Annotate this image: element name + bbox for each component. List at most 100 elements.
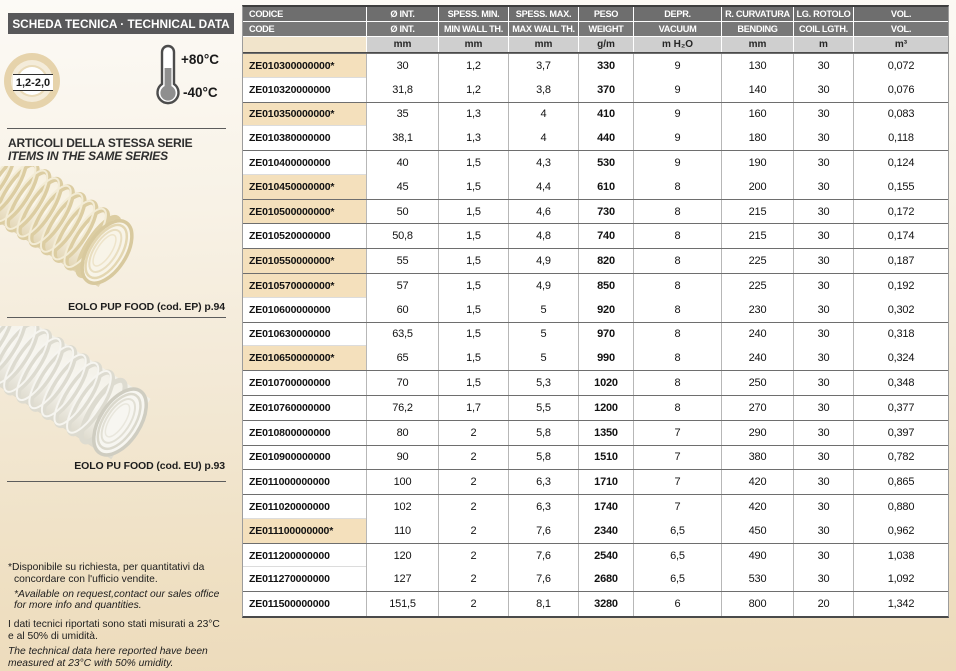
weight-cell: 3280 (578, 592, 633, 616)
footnote-line: *Disponibile su richiesta, per quantitat… (8, 562, 205, 573)
vacuum-cell: 7 (633, 420, 721, 445)
vacuum-cell: 7 (633, 495, 721, 519)
max_wall-cell: 7,6 (508, 543, 578, 568)
weight-cell: 370 (578, 77, 633, 102)
unit-cell-6: mm (721, 37, 793, 52)
max_wall-cell: 4,3 (508, 151, 578, 175)
unit-cell-0 (243, 37, 366, 52)
int_diameter-cell: 50,8 (366, 224, 438, 249)
bending-cell: 160 (721, 102, 793, 127)
code-cell: ZE011500000000 (249, 598, 330, 611)
page-title: SCHEDA TECNICA · TECHNICAL DATA (8, 13, 234, 34)
bending-cell: 190 (721, 151, 793, 175)
bending-cell: 130 (721, 54, 793, 78)
weight-cell: 440 (578, 126, 633, 151)
int_diameter-cell: 60 (366, 297, 438, 322)
table-row: ZE010320000000 31,8 1,2 3,8 370 9 140 30 0,076 (243, 76, 948, 102)
code-cell: ZE011200000000 (249, 549, 330, 562)
vacuum-cell: 6,5 (633, 543, 721, 568)
vol-cell: 0,962 (853, 518, 948, 543)
int_diameter-cell: 76,2 (366, 395, 438, 420)
wall-thickness-value: 1,2-2,0 (15, 76, 51, 89)
footnote-line: for more info and quantities. (14, 600, 142, 612)
code-cell: ZE010550000000* (243, 249, 366, 274)
divider (7, 317, 226, 318)
header-cell-5: DEPR. (633, 7, 721, 21)
vacuum-cell: 8 (633, 371, 721, 395)
min_wall-cell: 1,3 (438, 102, 508, 127)
table-row: ZE010300000000* 30 1,2 3,7 330 9 130 30 0,072 (243, 53, 948, 78)
header-cell-en-3: MAX WALL TH. (508, 22, 578, 36)
code-cell: ZE010570000000* (243, 274, 366, 298)
max_wall-cell: 4,8 (508, 224, 578, 249)
coil-cell: 30 (793, 518, 853, 543)
table-row: ZE010550000000* 55 1,5 4,9 820 8 225 30 0,187 (243, 248, 948, 274)
series-heading-english: ITEMS IN THE SAME SERIES (8, 149, 168, 163)
coil-cell: 30 (793, 77, 853, 102)
max_wall-cell: 5 (508, 346, 578, 371)
table-units-row: mm mm mm g/m m H₂O mm m m³ (243, 36, 948, 52)
unit-cell-4: g/m (578, 37, 633, 52)
min_wall-cell: 1,5 (438, 249, 508, 274)
max_wall-cell: 8,1 (508, 592, 578, 616)
vacuum-cell: 9 (633, 102, 721, 127)
weight-cell: 2680 (578, 567, 633, 592)
table-row: ZE011500000000 151,5 2 8,1 3280 6 800 20 1,342 (243, 591, 948, 616)
int_diameter-cell: 38,1 (366, 126, 438, 151)
max_wall-cell: 5,5 (508, 395, 578, 420)
table-row: ZE010600000000 60 1,5 5 920 8 230 30 0,302 (243, 296, 948, 322)
table-row: ZE011000000000 100 2 6,3 1710 7 420 30 0,865 (243, 469, 948, 495)
bending-cell: 270 (721, 395, 793, 420)
code-cell: ZE010520000000 (249, 230, 331, 243)
vol-cell: 0,172 (853, 199, 948, 224)
weight-cell: 970 (578, 322, 633, 347)
weight-cell: 850 (578, 274, 633, 298)
min_wall-cell: 2 (438, 420, 508, 445)
code-cell: ZE010700000000 (249, 377, 331, 390)
vacuum-cell: 8 (633, 174, 721, 199)
max_wall-cell: 3,7 (508, 54, 578, 78)
product-photo-eolo-pu-food (0, 301, 170, 466)
coil-cell: 30 (793, 543, 853, 568)
header-cell-8: VOL. (853, 7, 948, 21)
min_wall-cell: 2 (438, 470, 508, 495)
vacuum-cell: 6,5 (633, 567, 721, 592)
wall-thickness-badge: 1,2-2,0 (13, 74, 53, 91)
temperature-max-label: +80°C (181, 52, 220, 67)
coil-cell: 30 (793, 322, 853, 347)
table-row: ZE011200000000 120 2 7,6 2540 6,5 490 30 1,038 (243, 542, 948, 568)
vol-cell: 0,192 (853, 274, 948, 298)
max_wall-cell: 5,8 (508, 445, 578, 470)
table-row: ZE010700000000 70 1,5 5,3 1020 8 250 30 0,348 (243, 370, 948, 395)
min_wall-cell: 2 (438, 518, 508, 543)
header-cell-2: SPESS. MIN. (438, 7, 508, 21)
table-row: ZE010900000000 90 2 5,8 1510 7 380 30 0,782 (243, 444, 948, 470)
coil-cell: 30 (793, 567, 853, 592)
vacuum-cell: 8 (633, 199, 721, 224)
header-cell-en-4: WEIGHT (578, 22, 633, 36)
header-cell-en-8: VOL. (853, 22, 948, 36)
weight-cell: 1510 (578, 445, 633, 470)
coil-cell: 30 (793, 151, 853, 175)
thermometer-icon (150, 44, 186, 106)
weight-cell: 1350 (578, 420, 633, 445)
table-row: ZE010350000000* 35 1,3 4 410 9 160 30 0,083 (243, 101, 948, 127)
coil-cell: 30 (793, 470, 853, 495)
code-cell: ZE010600000000 (243, 296, 366, 322)
vol-cell: 1,342 (853, 592, 948, 616)
table-row: ZE010500000000* 50 1,5 4,6 730 8 215 30 0,172 (243, 198, 948, 224)
vol-cell: 0,865 (853, 470, 948, 495)
header-cell-en-0: CODE (249, 24, 275, 34)
sidebar: SCHEDA TECNICA · TECHNICAL DATA 1,2-2,0 … (0, 0, 242, 671)
table-row: ZE010760000000 76,2 1,7 5,5 1200 8 270 30 0,377 (243, 394, 948, 420)
product-photo-eolo-pup-food (0, 136, 170, 304)
coil-cell: 30 (793, 445, 853, 470)
unit-cell-5: m H₂O (633, 37, 721, 52)
technical-data-table: CODICE Ø INT. SPESS. MIN. SPESS. MAX. PESO DE… (242, 5, 949, 618)
code-cell: ZE010760000000 (249, 401, 331, 414)
int_diameter-cell: 70 (366, 371, 438, 395)
coil-cell: 30 (793, 371, 853, 395)
max_wall-cell: 4,4 (508, 174, 578, 199)
header-cell-en-1: Ø INT. (366, 22, 438, 36)
